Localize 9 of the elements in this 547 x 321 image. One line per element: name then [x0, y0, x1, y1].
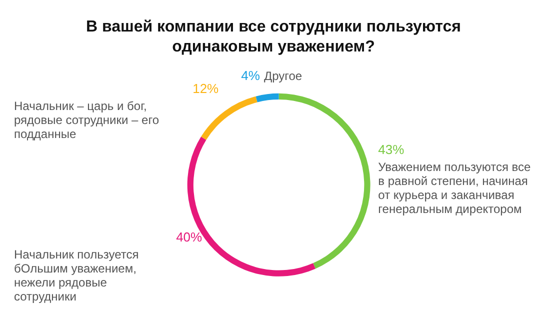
data-label: 12% [192, 81, 220, 96]
data-label: 43% [378, 142, 405, 158]
data-label: 40% [176, 229, 203, 244]
slice-label: Другое [264, 69, 302, 84]
slice-label: Начальник пользуется бОльшим уважением, нежели рядовые сотрудники [14, 247, 139, 304]
data-label: 4% [241, 68, 260, 84]
chart-title: В вашей компании все сотрудники пользуются одинаковым уважением? [86, 18, 461, 56]
slice-label: Начальник – царь и бог, рядовые сотрудники – его подданные [14, 99, 160, 142]
slice-label: Уважением пользуются все в равной степени, начиная от курьера и заканчивая генеральным директором [378, 160, 532, 216]
